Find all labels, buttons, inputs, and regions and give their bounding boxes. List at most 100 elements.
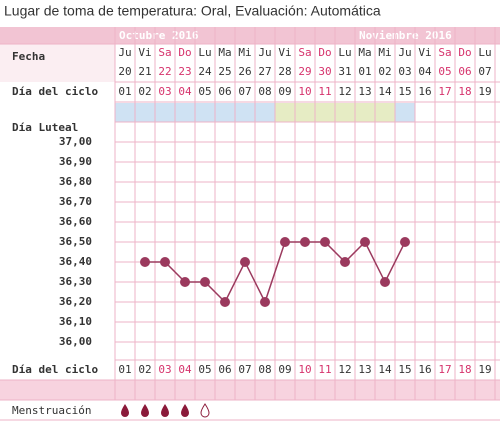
cycle-day: 13 xyxy=(358,85,371,98)
cycle-day: 13 xyxy=(358,363,371,376)
cycle-day: 17 xyxy=(438,363,451,376)
weekday: Ma xyxy=(358,46,371,59)
phase-cell xyxy=(215,103,235,122)
cycle-day: 05 xyxy=(198,85,211,98)
date: 24 xyxy=(198,65,212,78)
row-label: Día Luteal xyxy=(12,121,78,134)
weekday: Sa xyxy=(438,46,451,59)
date: 20 xyxy=(118,65,131,78)
weekday: Lu xyxy=(198,46,211,59)
cycle-day: 18 xyxy=(458,85,471,98)
weekday: Ju xyxy=(118,46,131,59)
weekday: Do xyxy=(458,46,471,59)
temperature-point xyxy=(260,297,270,307)
cycle-day: 07 xyxy=(238,363,251,376)
menstruation-icons xyxy=(121,403,210,418)
date: 01 xyxy=(358,65,371,78)
cycle-day: 09 xyxy=(278,363,291,376)
cycle-day: 11 xyxy=(318,363,331,376)
cycle-day: 12 xyxy=(338,363,351,376)
date: 26 xyxy=(238,65,251,78)
y-tick-label: 36,60 xyxy=(59,215,92,228)
row-label: Fecha xyxy=(12,50,45,63)
row-label: Día del ciclo xyxy=(12,363,98,376)
cycle-day: 15 xyxy=(398,85,411,98)
date: 21 xyxy=(138,65,151,78)
weekday: Ju xyxy=(258,46,271,59)
phase-cell xyxy=(195,103,215,122)
row-label: Menstruación xyxy=(12,404,91,417)
weekday: Vi xyxy=(138,46,151,59)
phase-cell xyxy=(115,103,135,122)
weekday: Sa xyxy=(158,46,171,59)
y-tick-label: 36,30 xyxy=(59,275,92,288)
temperature-point xyxy=(180,277,190,287)
bottom-band xyxy=(0,380,500,400)
weekday: Lu xyxy=(478,46,491,59)
cycle-day: 09 xyxy=(278,85,291,98)
phase-cell xyxy=(395,103,415,122)
y-tick-label: 36,10 xyxy=(59,315,92,328)
phase-cell xyxy=(335,103,355,122)
cycle-day: 07 xyxy=(238,85,251,98)
phase-cell xyxy=(175,103,195,122)
y-tick-label: 36,80 xyxy=(59,175,92,188)
cycle-day: 11 xyxy=(318,85,331,98)
drop xyxy=(121,404,129,417)
date: 02 xyxy=(378,65,391,78)
row-label: Día del ciclo xyxy=(12,85,98,98)
cycle-day: 08 xyxy=(258,363,271,376)
date: 31 xyxy=(338,65,351,78)
cycle-day: 19 xyxy=(478,85,491,98)
date: 28 xyxy=(278,65,291,78)
phase-cell xyxy=(255,103,275,122)
phase-cell xyxy=(155,103,175,122)
weekday: Vi xyxy=(278,46,291,59)
cycle-day: 02 xyxy=(138,85,151,98)
date: 29 xyxy=(298,65,311,78)
cycle-day: 19 xyxy=(478,363,491,376)
date: 30 xyxy=(318,65,331,78)
date: 04 xyxy=(418,65,432,78)
cycle-day: 01 xyxy=(118,85,131,98)
drop-light xyxy=(200,403,210,418)
cycle-day: 14 xyxy=(378,85,392,98)
cycle-day: 01 xyxy=(118,363,131,376)
temperature-point xyxy=(360,237,370,247)
y-tick-label: 36,40 xyxy=(59,255,92,268)
cycle-day: 15 xyxy=(398,363,411,376)
date: 03 xyxy=(398,65,411,78)
date: 23 xyxy=(178,65,191,78)
cycle-day: 06 xyxy=(218,363,231,376)
date: 25 xyxy=(218,65,231,78)
cycle-day: 17 xyxy=(438,85,451,98)
date: 05 xyxy=(438,65,451,78)
cycle-day: 08 xyxy=(258,85,271,98)
drop xyxy=(181,404,189,417)
temperature-point xyxy=(240,257,250,267)
weekday: Mi xyxy=(238,46,251,59)
cycle-day: 03 xyxy=(158,363,171,376)
date: 22 xyxy=(158,65,171,78)
date: 06 xyxy=(458,65,471,78)
y-tick-label: 36,50 xyxy=(59,235,92,248)
phase-cell xyxy=(355,103,375,122)
date: 07 xyxy=(478,65,491,78)
cycle-day: 04 xyxy=(178,85,192,98)
temperature-point xyxy=(280,237,290,247)
cycle-day: 10 xyxy=(298,363,311,376)
weekday: Ju xyxy=(398,46,411,59)
cycle-day: 18 xyxy=(458,363,471,376)
temperature-point xyxy=(140,257,150,267)
cycle-day: 14 xyxy=(378,363,392,376)
y-tick-label: 36,00 xyxy=(59,335,92,348)
cycle-day: 10 xyxy=(298,85,311,98)
temperature-point xyxy=(160,257,170,267)
phase-cell xyxy=(315,103,335,122)
y-tick-label: 36,20 xyxy=(59,295,92,308)
temperature-point xyxy=(380,277,390,287)
phase-cell xyxy=(275,103,295,122)
cycle-day: 05 xyxy=(198,363,211,376)
month-label: Noviembre 2016 xyxy=(359,29,452,42)
